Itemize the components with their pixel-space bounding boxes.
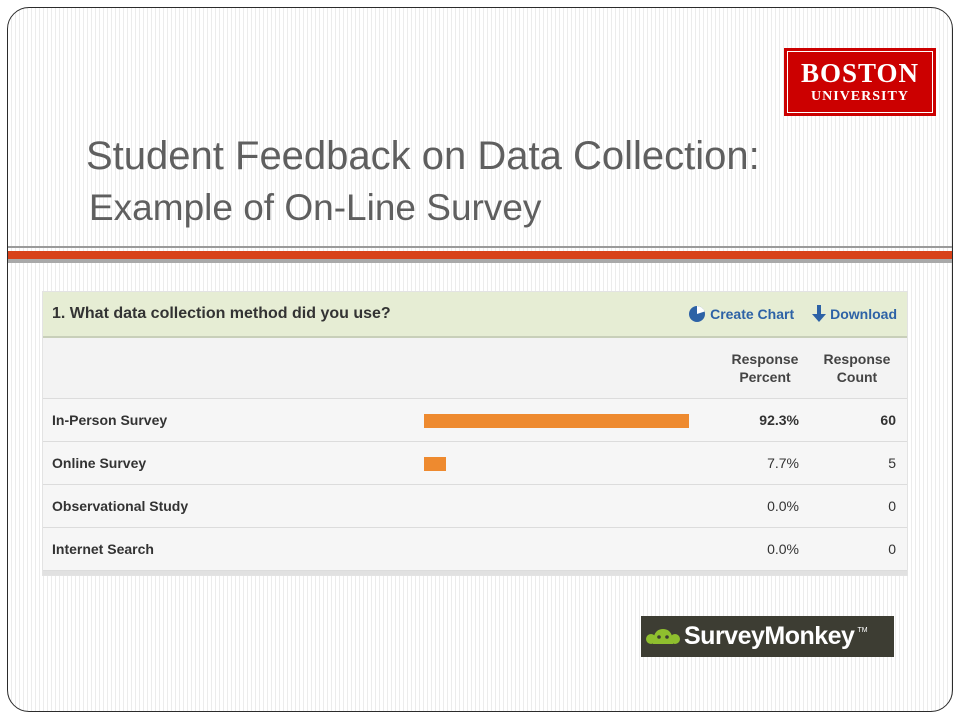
column-headers: Response Percent Response Count [43, 338, 907, 399]
answer-label: Observational Study [52, 498, 189, 514]
logo-line-boston: BOSTON [800, 57, 920, 88]
create-chart-button[interactable]: Create Chart [688, 305, 794, 323]
response-percent-header-line-2: Percent [739, 369, 791, 385]
pie-chart-icon [689, 306, 706, 322]
answer-row: Online Survey 7.7% 5 [43, 442, 907, 485]
answer-label: In-Person Survey [52, 412, 168, 428]
response-count-header-line-2: Count [836, 369, 878, 385]
boston-university-logo-frame: BOSTON UNIVERSITY [787, 51, 933, 113]
question-actions: Create Chart Download [688, 305, 897, 323]
divider-rule-accent [8, 251, 952, 259]
create-chart-label: Create Chart [710, 306, 795, 322]
response-count: 0 [888, 498, 896, 514]
question-header: 1. What data collection method did you u… [43, 292, 907, 338]
divider-rule-thin [8, 246, 952, 248]
answer-row: Internet Search 0.0% 0 [43, 528, 907, 571]
response-percent-header: Response Percent [725, 350, 805, 386]
answer-label: Internet Search [52, 541, 154, 557]
question-text: 1. What data collection method did you u… [52, 305, 391, 322]
response-bar [424, 457, 446, 471]
response-count: 5 [888, 455, 896, 471]
boston-university-logo: BOSTON UNIVERSITY [784, 48, 936, 116]
monkey-icon [646, 628, 680, 644]
surveymonkey-logo: SurveyMonkey TM [641, 616, 894, 657]
table-bottom-rule [43, 571, 907, 575]
survey-results-panel: 1. What data collection method did you u… [42, 291, 908, 576]
response-percent-header-line-1: Response [731, 351, 799, 367]
slide-title-line-1: Student Feedback on Data Collection: [86, 134, 760, 178]
answer-row: In-Person Survey 92.3% 60 [43, 399, 907, 442]
download-arrow-icon [812, 305, 827, 322]
slide-title: Student Feedback on Data Collection: Exa… [86, 130, 760, 234]
answer-row: Observational Study 0.0% 0 [43, 485, 907, 528]
response-percent: 92.3% [759, 412, 799, 428]
slide-title-line-2: Example of On-Line Survey [89, 187, 542, 228]
response-count: 60 [880, 412, 896, 428]
response-percent: 0.0% [767, 498, 799, 514]
response-count-header: Response Count [817, 350, 897, 386]
response-bar [424, 414, 689, 428]
response-percent: 0.0% [767, 541, 799, 557]
download-label: Download [830, 306, 897, 322]
answer-label: Online Survey [52, 455, 147, 471]
response-count: 0 [888, 541, 896, 557]
trademark-mark: TM [857, 627, 868, 634]
response-percent: 7.7% [767, 455, 799, 471]
response-count-header-line-1: Response [823, 351, 891, 367]
logo-line-university: UNIVERSITY [811, 88, 909, 104]
surveymonkey-wordmark: SurveyMonkey [684, 622, 855, 650]
download-button[interactable]: Download [812, 305, 897, 323]
divider-rule-shadow [8, 259, 952, 263]
slide: BOSTON UNIVERSITY Student Feedback on Da… [7, 7, 953, 712]
